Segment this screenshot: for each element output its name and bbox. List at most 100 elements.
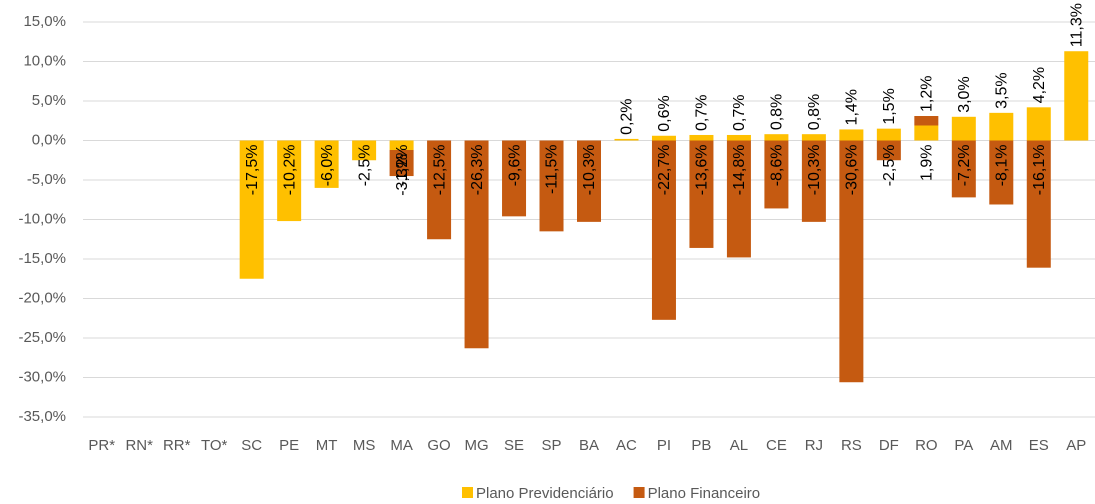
bar	[651, 140, 676, 320]
bar	[801, 140, 826, 222]
bar	[614, 138, 639, 141]
data-label: -12,5%	[431, 145, 448, 196]
x-tick-label: MA	[390, 437, 413, 454]
data-label: -14,8%	[731, 145, 748, 196]
data-label: -2,5%	[881, 145, 898, 187]
data-label: -13,6%	[694, 145, 711, 196]
data-label: -9,6%	[506, 145, 523, 187]
bar	[389, 140, 414, 150]
x-tick-label: RO	[915, 437, 938, 454]
x-tick-label: SE	[504, 437, 524, 454]
data-label: 3,5%	[994, 72, 1011, 108]
x-tick-label: PE	[279, 437, 299, 454]
y-tick-label: 15,0%	[23, 13, 66, 30]
data-label: -2,5%	[356, 145, 373, 187]
bar	[1026, 140, 1051, 268]
bar	[577, 140, 601, 222]
x-tick-label: SP	[542, 437, 562, 454]
x-tick-label: SC	[241, 437, 262, 454]
bar	[427, 140, 452, 240]
bar	[314, 140, 339, 188]
x-tick-label: AM	[990, 437, 1013, 454]
bar	[464, 140, 489, 349]
bar	[876, 128, 901, 141]
x-tick-label: BA	[579, 437, 599, 454]
data-label: 3,0%	[956, 76, 973, 112]
x-tick-label: TO*	[201, 437, 228, 454]
x-tick-label: ES	[1029, 437, 1049, 454]
data-label: -22,7%	[656, 145, 673, 196]
x-tick-label: DF	[879, 437, 899, 454]
bar	[726, 140, 751, 258]
bar	[1026, 107, 1051, 141]
bar	[539, 140, 564, 232]
data-label: 1,9%	[919, 145, 936, 181]
legend-swatch	[633, 487, 645, 498]
x-tick-label: PA	[954, 437, 973, 454]
bar	[876, 140, 901, 161]
legend-label: Plano Previdenciário	[476, 485, 614, 502]
bar	[277, 140, 302, 222]
bar	[989, 112, 1014, 141]
legend-label: Plano Financeiro	[648, 485, 761, 502]
y-tick-label: -20,0%	[18, 289, 66, 306]
data-label: 0,7%	[731, 95, 748, 131]
bar	[689, 134, 714, 141]
data-label: 1,2%	[919, 76, 936, 112]
data-label: 0,7%	[694, 95, 711, 131]
y-tick-label: -15,0%	[18, 250, 66, 267]
y-tick-label: 10,0%	[23, 52, 66, 69]
bar	[689, 140, 714, 248]
x-tick-label: MS	[353, 437, 376, 454]
x-tick-label: GO	[427, 437, 450, 454]
bar	[1064, 51, 1089, 141]
bar	[801, 134, 826, 141]
data-label: -17,5%	[244, 145, 261, 196]
bar	[726, 134, 751, 141]
bar	[239, 140, 264, 279]
bar	[352, 140, 377, 161]
y-tick-label: -25,0%	[18, 329, 66, 346]
x-tick-label: MG	[464, 437, 488, 454]
data-label: -16,1%	[1031, 145, 1048, 196]
bar	[389, 149, 414, 177]
y-tick-label: -5,0%	[27, 171, 66, 188]
data-label: -10,2%	[281, 145, 298, 196]
legend-swatch	[462, 487, 473, 498]
data-label: -11,5%	[544, 145, 561, 195]
bar	[651, 135, 676, 141]
x-tick-label: AL	[730, 437, 748, 454]
y-tick-label: -35,0%	[18, 408, 66, 425]
data-label: -30,6%	[844, 145, 861, 196]
bar	[764, 134, 789, 141]
x-tick-label: MT	[316, 437, 338, 454]
data-label: -10,3%	[581, 145, 598, 196]
y-tick-label: 5,0%	[32, 92, 66, 109]
bar	[951, 140, 976, 198]
bar	[839, 140, 864, 383]
x-tick-label: CE	[766, 437, 787, 454]
y-tick-label: -10,0%	[18, 210, 66, 227]
x-tick-label: RJ	[805, 437, 823, 454]
x-tick-label: PI	[657, 437, 671, 454]
bar	[989, 140, 1014, 205]
x-tick-label: PR*	[88, 437, 115, 454]
bar	[914, 116, 939, 126]
bar	[951, 116, 976, 141]
x-tick-label: RN*	[125, 437, 153, 454]
data-label: 0,2%	[619, 98, 636, 134]
bar	[502, 140, 527, 217]
bar	[914, 125, 939, 141]
bar	[839, 129, 864, 141]
bar	[764, 140, 789, 209]
data-label: -7,2%	[956, 145, 973, 187]
x-tick-label: AC	[616, 437, 637, 454]
data-label: 0,8%	[806, 94, 823, 130]
data-label: 1,4%	[844, 89, 861, 125]
data-label: 1,5%	[881, 88, 898, 124]
data-label: -8,1%	[994, 145, 1011, 187]
data-label: -6,0%	[319, 145, 336, 187]
x-tick-label: AP	[1066, 437, 1086, 454]
data-label: -10,3%	[806, 145, 823, 196]
